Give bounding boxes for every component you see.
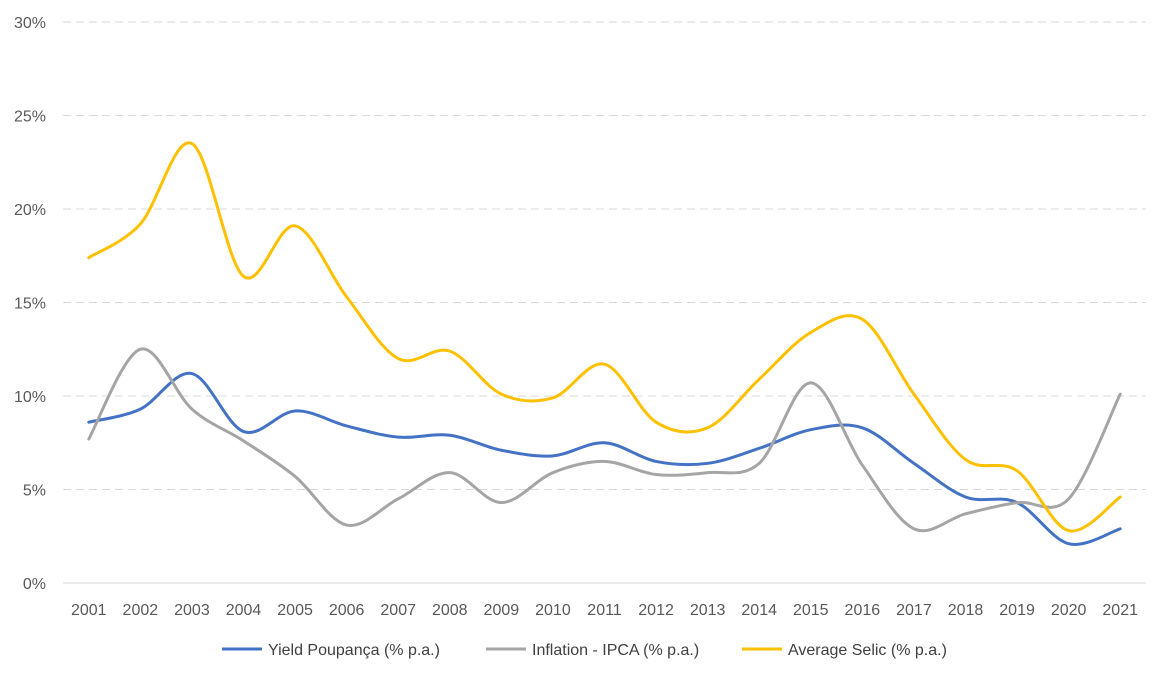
legend-item: Yield Poupança (% p.a.)	[222, 642, 440, 659]
y-tick-label: 25%	[14, 109, 46, 126]
y-tick-label: 10%	[14, 389, 46, 406]
x-tick-label: 2005	[277, 602, 313, 619]
y-tick-label: 0%	[23, 576, 46, 593]
legend-label: Average Selic (% p.a.)	[788, 642, 947, 659]
x-tick-label: 2002	[123, 602, 159, 619]
x-tick-label: 2020	[1051, 602, 1087, 619]
y-tick-label: 20%	[14, 202, 46, 219]
x-tick-label: 2014	[741, 602, 777, 619]
x-tick-label: 2011	[587, 602, 622, 619]
series-line-average-selic-p-a	[87, 141, 1122, 533]
x-tick-label: 2019	[999, 602, 1035, 619]
legend-item: Inflation - IPCA (% p.a.)	[486, 642, 699, 659]
x-tick-label: 2001	[71, 602, 107, 619]
y-tick-label: 5%	[23, 483, 46, 500]
legend-item: Average Selic (% p.a.)	[742, 642, 947, 659]
x-tick-label: 2012	[638, 602, 674, 619]
x-tick-label: 2009	[484, 602, 520, 619]
legend-label: Inflation - IPCA (% p.a.)	[532, 642, 699, 659]
legend-label: Yield Poupança (% p.a.)	[268, 642, 440, 659]
x-axis-tick-labels: 2001 2002 2003 2004 2005 2006 2007 2008 2009 2010…	[71, 602, 1138, 619]
x-tick-label: 2015	[793, 602, 829, 619]
y-tick-label: 30%	[14, 15, 46, 32]
x-tick-label: 2016	[845, 602, 881, 619]
legend: Yield Poupança (% p.a.) Inflation - IPCA …	[222, 642, 947, 659]
x-tick-label: 2008	[432, 602, 468, 619]
x-tick-label: 2018	[948, 602, 984, 619]
series-line-inflation-ipca-p-a	[87, 347, 1122, 533]
x-tick-label: 2017	[896, 602, 932, 619]
series-line-yield-poupan-a-p-a	[87, 372, 1122, 546]
x-tick-label: 2010	[535, 602, 571, 619]
y-axis-tick-labels: 0% 5% 10% 15% 20% 25% 30%	[14, 15, 46, 593]
x-tick-label: 2013	[690, 602, 726, 619]
x-tick-label: 2003	[174, 602, 210, 619]
x-tick-label: 2006	[329, 602, 365, 619]
y-tick-label: 15%	[14, 296, 46, 313]
x-tick-label: 2021	[1102, 602, 1138, 619]
x-tick-label: 2007	[380, 602, 416, 619]
gridlines	[63, 21, 1146, 490]
series-lines	[87, 141, 1122, 546]
x-tick-label: 2004	[226, 602, 262, 619]
